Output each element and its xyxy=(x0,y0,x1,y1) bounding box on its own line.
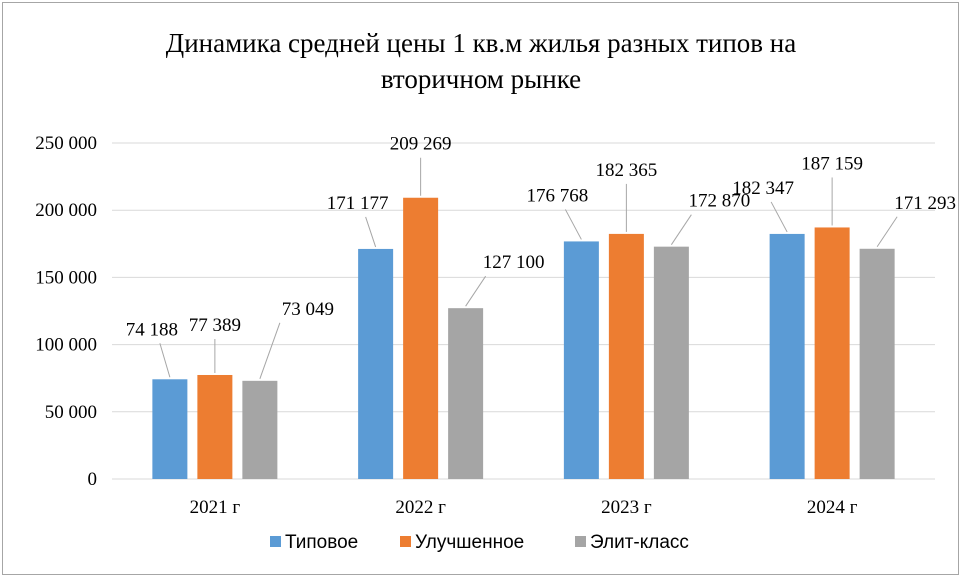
data-label: 182 347 xyxy=(732,178,794,199)
y-tick-label: 200 000 xyxy=(35,200,97,221)
chart-title-line-1: Динамика средней цены 1 кв.м жилья разны… xyxy=(166,28,796,58)
legend-label: Типовое xyxy=(285,532,358,553)
bar xyxy=(859,248,895,479)
bar xyxy=(152,379,188,479)
data-label: 171 177 xyxy=(327,193,389,214)
leader-line xyxy=(564,209,582,240)
bar xyxy=(403,197,439,479)
gridlines xyxy=(112,142,935,480)
data-label: 77 389 xyxy=(189,315,241,336)
y-tick-label: 150 000 xyxy=(35,267,97,288)
data-labels: 74 188 77 389 73 049 171 177 209 269 127 100 1… xyxy=(126,134,956,341)
leader-line xyxy=(159,343,171,378)
bar xyxy=(563,241,599,479)
y-tick-label: 50 000 xyxy=(45,402,97,423)
legend-item: Типовое xyxy=(270,532,358,553)
data-label: 171 293 xyxy=(894,193,956,214)
leader-line xyxy=(770,201,788,233)
data-label: 209 269 xyxy=(390,134,452,155)
leader-line xyxy=(465,275,487,307)
bar xyxy=(769,233,805,479)
y-tick-label: 250 000 xyxy=(35,133,97,154)
leader-line xyxy=(670,214,692,245)
x-tick-label: 2024 г xyxy=(807,497,858,518)
leader-line xyxy=(259,322,281,379)
bar xyxy=(358,248,394,479)
bar xyxy=(608,233,644,479)
legend-swatch xyxy=(575,536,586,547)
chart-title-line-2: вторичном рынке xyxy=(381,64,581,94)
leader-line xyxy=(876,216,898,248)
x-axis-ticks: 2021 г 2022 г 2023 г 2024 г xyxy=(190,497,858,518)
x-tick-label: 2022 г xyxy=(395,497,446,518)
bar xyxy=(653,246,689,479)
legend-label: Элит-класс xyxy=(590,532,689,553)
data-label: 73 049 xyxy=(282,299,334,320)
data-label: 187 159 xyxy=(801,153,863,174)
leader-line xyxy=(365,216,377,248)
y-tick-label: 0 xyxy=(88,469,98,490)
data-label: 74 188 xyxy=(126,319,178,340)
y-tick-label: 100 000 xyxy=(35,335,97,356)
bar xyxy=(814,227,850,479)
data-label: 176 768 xyxy=(527,185,589,206)
x-tick-label: 2021 г xyxy=(190,497,241,518)
legend-item: Элит-класс xyxy=(575,532,689,553)
bars xyxy=(152,197,895,479)
legend-swatch xyxy=(400,536,411,547)
data-label: 127 100 xyxy=(483,252,545,273)
x-tick-label: 2023 г xyxy=(601,497,652,518)
legend: Типовое Улучшенное Элит-класс xyxy=(270,532,689,553)
data-label: 182 365 xyxy=(596,160,658,181)
y-axis-ticks: 0 50 000 100 000 150 000 200 000 250 000 xyxy=(35,133,97,490)
bar xyxy=(242,380,278,479)
bar xyxy=(448,308,484,479)
legend-swatch xyxy=(270,536,281,547)
chart-title: Динамика средней цены 1 кв.м жилья разны… xyxy=(166,28,796,94)
bar xyxy=(197,374,233,479)
data-label: 172 870 xyxy=(689,191,751,212)
legend-item: Улучшенное xyxy=(400,532,524,553)
legend-label: Улучшенное xyxy=(415,532,524,553)
data-label-leaders xyxy=(159,157,898,379)
